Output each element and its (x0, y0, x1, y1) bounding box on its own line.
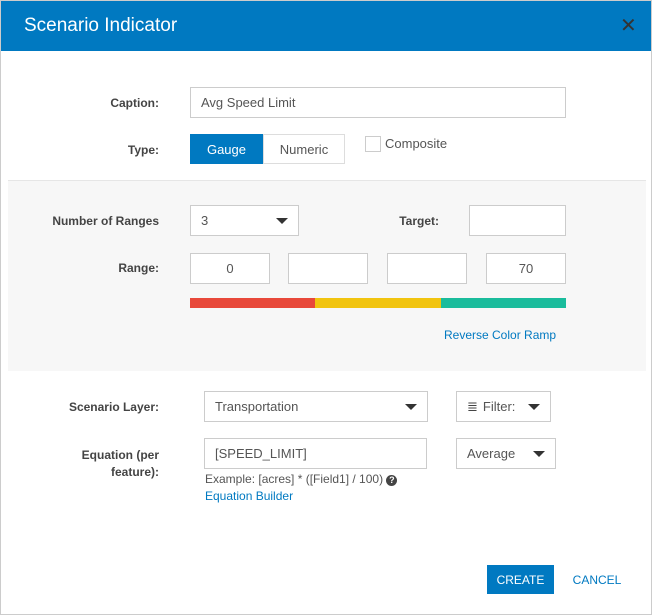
scenario-layer-label: Scenario Layer: (68, 400, 159, 414)
number-of-ranges-label: Number of Ranges (52, 214, 159, 228)
composite-checkbox[interactable] (365, 136, 381, 152)
range-input-1[interactable]: 0 (190, 253, 270, 284)
equation-builder-link[interactable]: Equation Builder (205, 489, 294, 503)
range-label: Range: (118, 261, 159, 275)
target-input[interactable] (469, 205, 566, 236)
reverse-color-ramp-link[interactable]: Reverse Color Ramp (444, 328, 557, 342)
cancel-button[interactable]: CANCEL (572, 572, 622, 587)
aggregate-select[interactable]: Average (456, 438, 556, 469)
number-of-ranges-value: 3 (201, 213, 209, 228)
range-input-3[interactable] (387, 253, 467, 284)
chevron-down-icon (276, 217, 288, 224)
scenario-layer-value: Transportation (215, 399, 299, 414)
scenario-layer-select[interactable]: Transportation (204, 391, 428, 422)
equation-example-text: Example: [acres] * ([Field1] / 100) (205, 472, 384, 486)
close-icon[interactable]: ✕ (620, 15, 637, 37)
target-label: Target: (399, 214, 439, 228)
equation-example: Example: [acres] * ([Field1] / 100) ? (205, 472, 398, 486)
dialog-header: Scenario Indicator ✕ (1, 1, 651, 51)
type-label: Type: (127, 143, 159, 157)
chevron-down-icon (405, 403, 417, 410)
layers-icon: ≣ (467, 398, 478, 414)
caption-label: Caption: (110, 96, 159, 110)
equation-label-line1: Equation (per (81, 448, 159, 462)
range-color-2 (315, 298, 441, 308)
aggregate-value: Average (467, 446, 516, 461)
type-gauge-button[interactable]: Gauge (190, 134, 263, 164)
dialog-title: Scenario Indicator (24, 15, 178, 36)
number-of-ranges-select[interactable]: 3 (190, 205, 299, 236)
composite-label: Composite (385, 136, 448, 151)
filter-label: Filter: (482, 399, 516, 414)
range-color-3 (441, 298, 566, 308)
range-color-1 (190, 298, 315, 308)
equation-label: Equation (per feature): (9, 447, 159, 481)
range-input-2[interactable] (288, 253, 368, 284)
chevron-down-icon (533, 450, 545, 457)
filter-button[interactable]: ≣ Filter: (456, 391, 551, 422)
range-input-4[interactable]: 70 (486, 253, 566, 284)
help-icon[interactable]: ? (386, 475, 398, 486)
equation-input[interactable]: [SPEED_LIMIT] (204, 438, 427, 469)
type-numeric-button[interactable]: Numeric (263, 134, 345, 164)
caption-input[interactable]: Avg Speed Limit (190, 87, 566, 118)
chevron-down-icon (528, 403, 540, 410)
create-button[interactable]: CREATE (487, 565, 554, 594)
equation-label-line2: feature): (110, 465, 159, 479)
